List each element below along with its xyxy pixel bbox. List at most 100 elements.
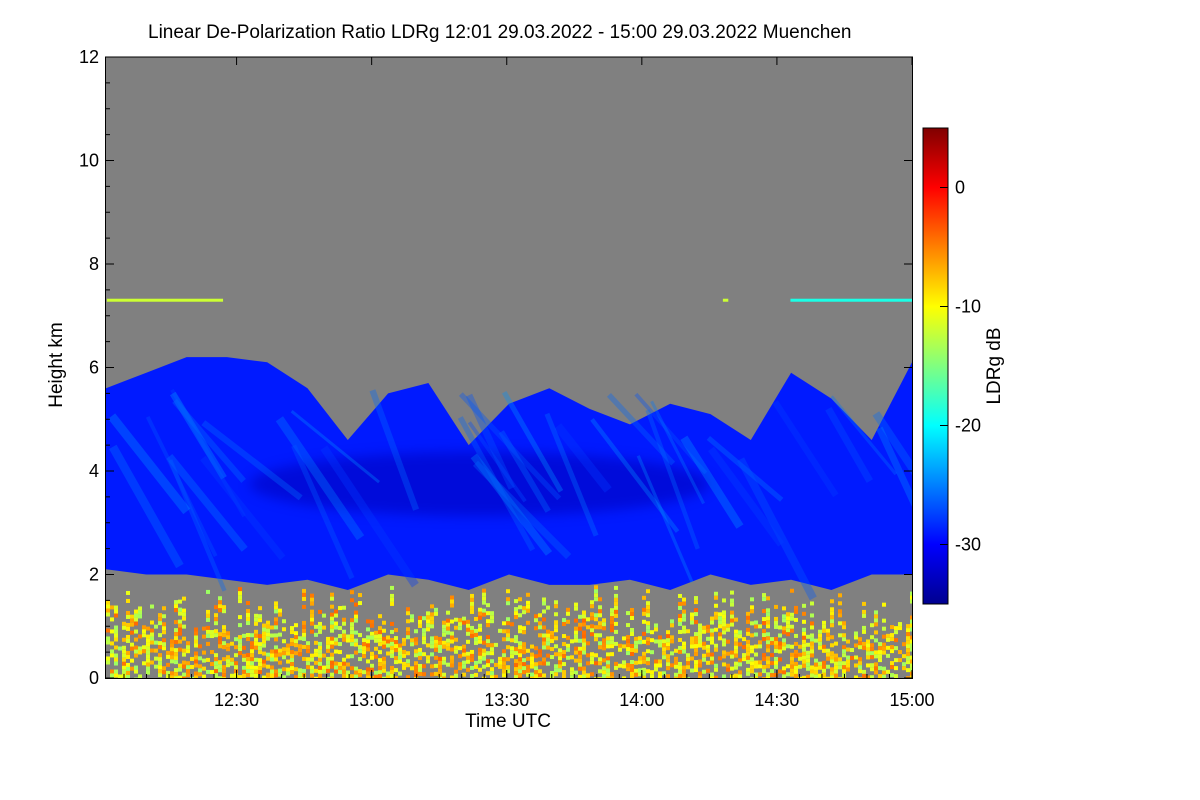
bl-cell: [654, 623, 658, 628]
bl-cell: [482, 652, 486, 657]
bl-cell: [694, 620, 698, 625]
bl-cell: [334, 613, 338, 618]
bl-cell: [870, 675, 874, 678]
bl-cell: [874, 618, 878, 623]
bl-cell: [258, 670, 262, 675]
bl-cell: [506, 629, 510, 634]
bl-cell: [534, 618, 538, 623]
bl-cell: [430, 604, 434, 609]
bl-cell: [310, 657, 314, 662]
bl-cell: [682, 665, 686, 670]
bl-cell: [422, 672, 426, 677]
bl-cell: [350, 598, 354, 603]
bl-cell: [454, 677, 458, 678]
bl-cell: [158, 657, 162, 662]
bl-cell: [662, 639, 666, 644]
bl-cell: [434, 607, 438, 612]
bl-cell: [518, 613, 522, 618]
bl-cell: [798, 656, 802, 661]
bl-cell: [174, 636, 178, 641]
bl-cell: [274, 633, 278, 638]
bl-cell: [134, 669, 138, 674]
bl-cell: [838, 677, 842, 678]
bl-cell: [842, 637, 846, 642]
bl-cell: [138, 634, 142, 639]
bl-cell: [326, 648, 330, 653]
bl-cell: [626, 663, 630, 668]
bl-cell: [138, 606, 142, 611]
bl-cell: [510, 654, 514, 659]
bl-cell: [890, 637, 894, 642]
fall-streak: [465, 393, 515, 490]
bl-cell: [134, 677, 138, 678]
bl-cell: [690, 612, 694, 617]
bl-cell: [578, 654, 582, 659]
bl-cell: [238, 591, 242, 596]
bl-cell: [134, 637, 138, 642]
bl-cell: [786, 664, 790, 669]
bl-cell: [826, 676, 830, 678]
colorbar-tick-label: -10: [955, 297, 981, 317]
bl-cell: [810, 633, 814, 638]
bl-cell: [202, 666, 206, 671]
bl-cell: [178, 611, 182, 616]
bl-cell: [910, 595, 912, 600]
bl-cell: [214, 669, 218, 674]
bl-cell: [474, 660, 478, 665]
bl-cell: [630, 672, 634, 677]
bl-cell: [694, 612, 698, 617]
bl-cell: [894, 626, 898, 631]
bl-cell: [774, 648, 778, 653]
bl-cell: [166, 654, 170, 659]
bl-cell: [338, 642, 342, 647]
bl-cell: [842, 649, 846, 654]
bl-cell: [210, 650, 214, 655]
bl-cell: [174, 648, 178, 653]
bl-cell: [542, 645, 546, 650]
bl-cell: [762, 597, 766, 602]
bl-cell: [302, 596, 306, 601]
bl-cell: [722, 622, 726, 627]
bl-cell: [810, 653, 814, 658]
bl-cell: [482, 588, 486, 593]
bl-cell: [342, 621, 346, 626]
bl-cell: [458, 666, 462, 671]
y-tick-label: 6: [89, 358, 99, 378]
bl-cell: [674, 664, 678, 669]
bl-cell: [158, 641, 162, 646]
bl-cell: [450, 603, 454, 608]
bl-cell: [242, 653, 246, 658]
bl-cell: [602, 618, 606, 623]
bl-cell: [114, 613, 118, 618]
bl-cell: [186, 649, 190, 654]
bl-cell: [506, 589, 510, 594]
fall-streak: [109, 444, 184, 569]
bl-cell: [638, 672, 642, 677]
bl-cell: [166, 674, 170, 678]
bl-cell: [854, 631, 858, 636]
bl-cell: [594, 677, 598, 678]
bl-cell: [198, 656, 202, 661]
bl-cell: [342, 677, 346, 678]
bl-cell: [686, 661, 690, 666]
bl-cell: [614, 629, 618, 634]
bl-cell: [802, 659, 806, 664]
bl-cell: [430, 640, 434, 645]
fall-streak: [290, 410, 381, 484]
bl-cell: [846, 667, 850, 672]
bl-cell: [482, 664, 486, 669]
bl-cell: [694, 652, 698, 657]
bl-cell: [246, 653, 250, 658]
bl-cell: [266, 672, 270, 677]
bl-cell: [598, 669, 602, 674]
bl-cell: [678, 617, 682, 622]
fall-streak: [590, 418, 680, 533]
bl-cell: [302, 632, 306, 637]
bl-cell: [390, 641, 394, 646]
bl-cell: [546, 661, 550, 666]
fall-streak: [201, 420, 303, 501]
bl-cell: [398, 643, 402, 648]
bl-cell: [354, 610, 358, 615]
bl-cell: [434, 611, 438, 616]
bl-cell: [766, 640, 770, 645]
